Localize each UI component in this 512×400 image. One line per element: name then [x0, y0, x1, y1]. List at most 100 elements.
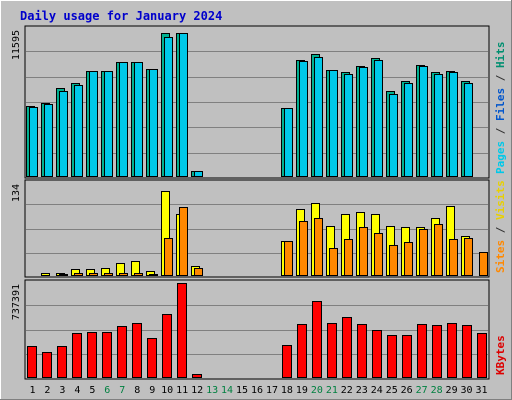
bar-kbytes-day-24: [372, 330, 382, 378]
x-tick-label: 4: [74, 385, 80, 396]
panel-visits-sites: 134 Sites / Visits: [11, 179, 507, 278]
bar-files-day-29: [449, 72, 458, 177]
bar-kbytes-day-4: [72, 333, 82, 378]
bar-sites-day-3: [59, 274, 68, 276]
bar-sites-day-29: [449, 239, 458, 276]
bar-files-day-27: [419, 66, 428, 177]
x-tick-label: 13: [206, 385, 218, 396]
x-tick-label: 8: [134, 385, 140, 396]
bar-kbytes-day-6: [102, 332, 112, 378]
bar-sites-day-26: [404, 242, 413, 276]
bar-kbytes-day-10: [162, 314, 172, 378]
panel-bars: [41, 191, 488, 276]
bar-sites-day-18: [284, 241, 293, 276]
bar-kbytes-day-21: [327, 323, 337, 378]
bar-files-day-24: [374, 60, 383, 177]
bar-kbytes-day-29: [447, 323, 457, 378]
bar-kbytes-day-28: [432, 325, 442, 378]
bar-files-day-5: [89, 71, 98, 177]
x-tick-label: 24: [371, 385, 383, 396]
x-tick-label: 28: [431, 385, 443, 396]
legend-entry: /: [494, 121, 507, 141]
bar-kbytes-day-7: [117, 326, 127, 378]
legend-entry: Hits: [494, 42, 507, 69]
bar-kbytes-day-9: [147, 338, 157, 378]
bar-kbytes-day-11: [177, 283, 187, 378]
panel-hits-files-pages: 11595 Pages / Files / Hits: [11, 25, 507, 179]
bar-files-day-1: [29, 107, 38, 177]
bar-sites-day-20: [314, 218, 323, 276]
x-tick-label: 23: [356, 385, 368, 396]
bar-sites-day-30: [464, 238, 473, 276]
bar-files-day-22: [344, 74, 353, 177]
bar-kbytes-day-31: [477, 333, 487, 378]
x-tick-label: 9: [149, 385, 155, 396]
x-tick-label: 11: [176, 385, 188, 396]
bar-sites-day-23: [359, 227, 368, 276]
legend-entry: Visits: [494, 180, 507, 220]
x-tick-label: 1: [29, 385, 35, 396]
bar-files-day-8: [134, 62, 143, 177]
bar-sites-day-12: [194, 268, 203, 276]
x-tick-label: 17: [266, 385, 278, 396]
legend-entry: Sites: [494, 240, 507, 273]
x-tick-label: 12: [191, 385, 203, 396]
bar-sites-day-11: [179, 207, 188, 276]
bar-kbytes-day-3: [57, 346, 67, 378]
bar-files-day-9: [149, 69, 158, 177]
x-tick-label: 25: [386, 385, 398, 396]
bar-files-day-28: [434, 74, 443, 177]
bar-files-day-6: [104, 71, 113, 177]
bar-files-day-3: [59, 91, 68, 177]
panel-max-label: 11595: [11, 30, 22, 60]
bar-sites-day-28: [434, 224, 443, 276]
x-tick-label: 15: [236, 385, 248, 396]
bar-kbytes-day-22: [342, 317, 352, 378]
bar-kbytes-day-2: [42, 352, 52, 378]
bar-visits-day-2: [41, 273, 50, 276]
bar-files-day-11: [179, 33, 188, 177]
bar-kbytes-day-26: [402, 335, 412, 378]
panel-legend: Pages / Files / Hits: [494, 42, 507, 175]
bar-files-day-10: [164, 37, 173, 177]
bar-kbytes-day-1: [27, 346, 37, 378]
x-tick-label: 5: [89, 385, 95, 396]
bar-files-day-21: [329, 70, 338, 177]
legend-entry: Files: [494, 88, 507, 121]
x-tick-label: 27: [416, 385, 428, 396]
x-tick-label: 2: [44, 385, 50, 396]
panel-max-label: 134: [11, 184, 22, 202]
bar-sites-day-4: [74, 273, 83, 276]
x-tick-label: 30: [461, 385, 473, 396]
bar-sites-day-9: [149, 274, 158, 276]
panel-legend: Sites / Visits: [494, 180, 507, 273]
bar-sites-day-5: [89, 273, 98, 276]
x-tick-label: 20: [311, 385, 323, 396]
bar-files-day-2: [44, 104, 53, 177]
bar-sites-day-6: [104, 273, 113, 276]
bar-files-day-20: [314, 57, 323, 177]
bar-kbytes-day-27: [417, 324, 427, 378]
x-axis: 1 2 3 4 5 6 7 8 9 10 11 12 13 14 15 16 17 18 19 20 21 22 23 24 2…: [29, 385, 487, 396]
bar-sites-day-19: [299, 221, 308, 276]
panel-legend: KBytes: [494, 335, 507, 375]
bar-files-day-12: [194, 171, 203, 177]
x-tick-label: 29: [446, 385, 458, 396]
bar-sites-day-25: [389, 245, 398, 276]
x-tick-label: 3: [59, 385, 65, 396]
chart-panels: 11595 Pages / Files / Hits 134 Sites / Visi…: [11, 25, 507, 380]
x-tick-label: 19: [296, 385, 308, 396]
bar-kbytes-day-19: [297, 324, 307, 378]
legend-entry: /: [494, 68, 507, 88]
bar-sites-day-27: [419, 229, 428, 276]
x-tick-label: 10: [161, 385, 173, 396]
bar-files-day-4: [74, 85, 83, 177]
legend-entry: KBytes: [494, 335, 507, 375]
x-tick-label: 22: [341, 385, 353, 396]
x-tick-label: 14: [221, 385, 233, 396]
bar-kbytes-day-5: [87, 332, 97, 378]
bar-kbytes-day-25: [387, 335, 397, 378]
panel-max-label: 737391: [11, 284, 22, 320]
x-tick-label: 31: [475, 385, 487, 396]
